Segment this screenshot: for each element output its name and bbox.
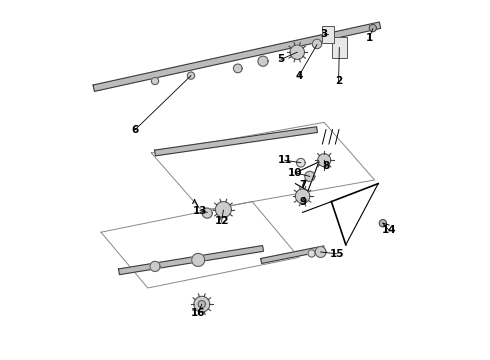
Text: 8: 8: [322, 161, 330, 171]
Polygon shape: [198, 301, 205, 308]
Text: 14: 14: [382, 225, 396, 235]
Text: 6: 6: [132, 125, 139, 135]
Text: 11: 11: [277, 155, 292, 165]
Polygon shape: [315, 247, 326, 257]
Polygon shape: [318, 154, 331, 167]
Polygon shape: [233, 64, 242, 73]
Polygon shape: [296, 158, 305, 167]
Polygon shape: [187, 72, 195, 79]
Polygon shape: [295, 189, 310, 203]
Polygon shape: [261, 246, 325, 264]
Text: 4: 4: [295, 71, 303, 81]
Text: 9: 9: [299, 197, 306, 207]
Text: 2: 2: [335, 76, 342, 86]
Polygon shape: [216, 202, 231, 217]
Polygon shape: [308, 250, 315, 257]
Polygon shape: [119, 246, 264, 275]
Polygon shape: [305, 171, 315, 181]
Text: 1: 1: [366, 33, 373, 43]
Polygon shape: [151, 77, 159, 85]
Text: 15: 15: [330, 249, 344, 259]
Text: 7: 7: [299, 180, 306, 190]
Text: 5: 5: [277, 54, 285, 64]
Text: 16: 16: [191, 308, 205, 318]
Text: 10: 10: [288, 168, 303, 178]
Text: 12: 12: [214, 216, 229, 226]
Text: 13: 13: [193, 206, 207, 216]
Polygon shape: [154, 127, 318, 156]
Polygon shape: [379, 220, 387, 227]
Polygon shape: [192, 253, 205, 266]
Polygon shape: [312, 39, 321, 49]
Bar: [322, 26, 334, 43]
Polygon shape: [194, 296, 210, 312]
Text: 3: 3: [320, 29, 328, 39]
Polygon shape: [93, 22, 381, 91]
Polygon shape: [290, 45, 304, 59]
Polygon shape: [369, 24, 376, 32]
Bar: [332, 37, 347, 58]
Polygon shape: [150, 261, 160, 271]
Polygon shape: [258, 56, 268, 66]
Polygon shape: [202, 208, 212, 218]
